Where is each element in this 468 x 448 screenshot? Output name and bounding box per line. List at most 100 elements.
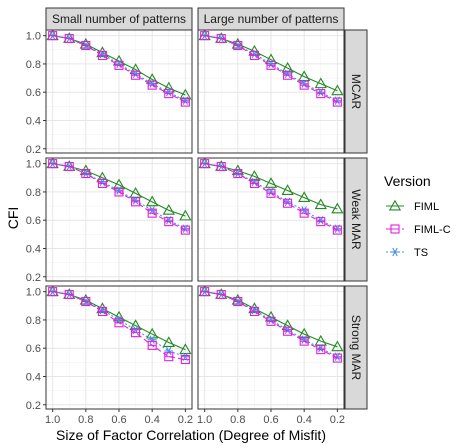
data-point-fiml	[231, 293, 244, 305]
row-strip-2: Weak MAR	[344, 157, 368, 282]
series-fiml-c	[48, 159, 190, 235]
data-point-fiml-c	[114, 60, 124, 70]
y-tick-label: 0.4	[26, 243, 41, 255]
data-point-fiml-c	[97, 306, 107, 316]
data-point-fiml-c	[332, 353, 342, 363]
y-tick-label: 0.8	[26, 315, 41, 327]
x-tick-label: 0.2	[178, 414, 193, 426]
data-point-fiml-c	[233, 41, 243, 51]
data-point-fiml	[231, 37, 244, 49]
x-tick-label: 0.4	[297, 414, 312, 426]
data-point-fiml-c	[164, 89, 174, 99]
data-point-fiml	[281, 184, 294, 195]
panels-layer	[45, 29, 345, 410]
data-point-fiml-c	[48, 287, 58, 297]
x-tick-label: 0.2	[330, 414, 345, 426]
data-point-fiml-c	[97, 178, 107, 188]
row-strip-label: Strong MAR	[349, 315, 363, 381]
data-point-fiml-c	[200, 31, 210, 41]
y-tick-label: 0.6	[26, 343, 41, 355]
row-strip-label: Weak MAR	[349, 189, 363, 250]
data-point-fiml	[179, 88, 192, 100]
panel-border	[197, 157, 345, 282]
data-point-fiml-c	[180, 225, 190, 235]
panel-2-2	[197, 157, 345, 282]
y-tick-label: 0.4	[26, 371, 41, 383]
y-tick-label: 0.6	[26, 87, 41, 99]
series-fiml-c	[48, 287, 190, 365]
panel-2-1	[45, 157, 193, 282]
column-strip-label: Large number of patterns	[204, 12, 339, 26]
data-point-fiml-c	[216, 289, 226, 300]
data-point-fiml-c	[164, 217, 174, 227]
panel-3-1	[45, 285, 193, 410]
legend-key-marker	[390, 224, 400, 234]
data-point-fiml-c	[81, 297, 91, 307]
asterisk-stroke	[392, 247, 398, 257]
data-point-fiml-c	[48, 31, 58, 41]
column-strip-1: Small number of patterns	[45, 7, 193, 31]
data-point-fiml-c	[131, 328, 141, 338]
x-tick-label: 1.0	[45, 414, 60, 426]
panel-border	[45, 157, 193, 282]
data-point-fiml-c	[200, 287, 210, 297]
data-point-fiml-c	[332, 97, 342, 107]
data-point-fiml	[248, 170, 261, 181]
y-tick-label: 0.4	[26, 115, 41, 127]
data-point-fiml-c	[48, 159, 58, 169]
data-point-fiml-c	[64, 161, 74, 172]
data-point-fiml	[314, 77, 327, 89]
data-point-fiml-c	[81, 169, 91, 179]
series-fiml-c	[200, 31, 342, 107]
legend-entry-fiml-c: FIML-C	[386, 224, 451, 236]
column-strip-background	[197, 7, 345, 31]
data-point-fiml-c	[249, 306, 259, 316]
x-tick-label: 0.8	[78, 414, 93, 426]
series-line-fiml	[204, 163, 338, 210]
data-point-fiml-c	[114, 187, 124, 197]
legend-entry-fiml: FIML	[386, 199, 439, 213]
asterisk-stroke	[166, 346, 172, 356]
data-point-fiml-c	[316, 217, 326, 227]
row-strip-background	[344, 29, 368, 154]
data-point-fiml	[162, 204, 175, 215]
data-point-fiml-c	[164, 352, 174, 362]
data-point-fiml-c	[200, 159, 210, 169]
data-point-fiml-c	[316, 89, 326, 99]
legend-title: Version	[384, 173, 431, 189]
series-line-fiml	[204, 35, 338, 92]
data-point-fiml	[146, 195, 159, 207]
data-point-fiml-c	[316, 345, 326, 355]
data-point-fiml-c	[233, 297, 243, 307]
legend-label: FIML	[414, 201, 439, 213]
data-point-fiml	[79, 293, 92, 305]
data-point-fiml-c	[131, 197, 141, 207]
data-point-fiml-c	[64, 289, 74, 300]
data-point-fiml-c	[147, 340, 157, 350]
data-point-fiml-c	[299, 208, 309, 218]
data-point-ts	[164, 346, 174, 356]
data-point-fiml	[298, 327, 311, 339]
data-point-fiml	[314, 334, 327, 346]
data-point-fiml-c	[147, 208, 157, 218]
strips-layer: Small number of patterns Large number of …	[45, 7, 368, 410]
data-point-fiml-c	[283, 70, 293, 80]
y-tick-label: 0.6	[26, 215, 41, 227]
legend-label: TS	[414, 247, 428, 259]
panel-3-2	[197, 285, 345, 410]
data-point-fiml	[146, 327, 159, 339]
legend-entry-ts: TS	[386, 247, 428, 259]
data-point-fiml-c	[266, 316, 276, 326]
data-point-fiml-c	[81, 41, 91, 51]
data-point-fiml-c	[64, 33, 74, 44]
y-axis-title: CFI	[5, 207, 21, 230]
y-tick-label: 0.8	[26, 187, 41, 199]
data-point-fiml-c	[131, 70, 141, 80]
data-point-fiml-c	[97, 50, 107, 60]
x-tick-label: 1.0	[197, 414, 212, 426]
x-tick-label: 0.4	[145, 414, 160, 426]
data-point-fiml-c	[180, 354, 190, 365]
data-point-fiml-c	[147, 80, 157, 90]
data-point-fiml	[281, 61, 294, 73]
data-point-fiml-c	[299, 80, 309, 90]
